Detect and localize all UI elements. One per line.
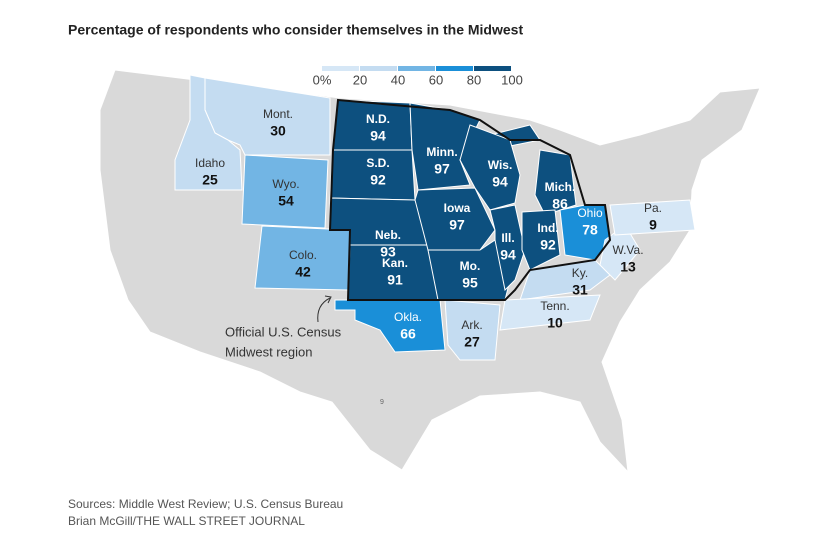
state-name: Minn. xyxy=(426,145,457,159)
state-value: 31 xyxy=(572,282,588,298)
map-mark: 9 xyxy=(380,399,384,406)
state-value: 97 xyxy=(434,161,450,177)
legend-tick-label: 60 xyxy=(429,72,443,87)
legend-swatch xyxy=(474,66,511,71)
state-name: Ark. xyxy=(461,318,482,332)
state xyxy=(241,154,329,229)
state-name: Pa. xyxy=(644,201,662,215)
legend-swatch xyxy=(436,66,473,71)
state-value: 42 xyxy=(295,264,311,280)
credit: Brian McGill/THE WALL STREET JOURNAL xyxy=(68,514,305,528)
state xyxy=(521,209,561,271)
legend-tick-label: 20 xyxy=(353,72,367,87)
state xyxy=(609,199,696,236)
state-name: Okla. xyxy=(394,310,422,324)
state-name: Idaho xyxy=(195,156,225,170)
state-value: 9 xyxy=(649,217,657,233)
state-value: 97 xyxy=(449,217,465,233)
state-value: 27 xyxy=(464,334,480,350)
state-name: Mich. xyxy=(545,180,576,194)
annotation: Midwest region xyxy=(225,344,312,359)
sources: Sources: Middle West Review; U.S. Census… xyxy=(68,497,343,511)
state-name: Ill. xyxy=(501,231,514,245)
title: Percentage of respondents who consider t… xyxy=(68,22,523,38)
state xyxy=(174,74,243,191)
state xyxy=(444,299,501,361)
state xyxy=(459,124,521,211)
state-value: 86 xyxy=(552,196,568,212)
state xyxy=(489,204,526,292)
legend: 0% 20 40 60 80 100 xyxy=(313,66,523,87)
state-value: 93 xyxy=(380,244,396,260)
state-value: 54 xyxy=(278,193,294,209)
state-name: Wyo. xyxy=(272,177,299,191)
state xyxy=(334,299,446,353)
state-name: Tenn. xyxy=(540,299,569,313)
state-name: Iowa xyxy=(444,201,471,215)
state-value: 92 xyxy=(370,172,386,188)
annotation-arrowhead xyxy=(324,295,332,304)
legend-tick-label: 0% xyxy=(313,72,332,87)
state xyxy=(499,294,601,331)
state-name: Wis. xyxy=(488,158,513,172)
legend-swatch xyxy=(398,66,435,71)
state-name: Kan. xyxy=(382,256,408,270)
state-name: Colo. xyxy=(289,248,317,262)
legend-tick-label: 40 xyxy=(391,72,405,87)
state-name: Mo. xyxy=(460,259,481,273)
state-name: Ohio xyxy=(577,206,603,220)
state-name: Ky. xyxy=(572,266,588,280)
state-value: 91 xyxy=(387,272,403,288)
midwest-outline xyxy=(328,98,612,301)
state-value: 95 xyxy=(462,275,478,291)
legend-swatch xyxy=(322,66,359,71)
annotation-arrow xyxy=(317,297,331,323)
state-value: 94 xyxy=(500,247,516,263)
legend-tick-label: 80 xyxy=(467,72,481,87)
state-name: Neb. xyxy=(375,228,401,242)
state-name: W.Va. xyxy=(612,243,643,257)
state-value: 94 xyxy=(492,174,508,190)
state-value: 94 xyxy=(370,128,386,144)
state-value: 92 xyxy=(540,237,556,253)
state-labels: Mont. 30 Idaho 25 Wyo. 54 Colo. 42 N.D. 94 S.D. 92 N… xyxy=(195,107,662,350)
state-name: S.D. xyxy=(366,156,389,170)
state-name: Ind. xyxy=(537,221,558,235)
state-value: 10 xyxy=(547,315,563,331)
legend-swatch xyxy=(360,66,397,71)
state-value: 30 xyxy=(270,123,286,139)
annotation: Official U.S. Census xyxy=(225,324,342,339)
state-value: 66 xyxy=(400,326,416,342)
legend-tick-label: 100 xyxy=(501,72,523,87)
state-name: N.D. xyxy=(366,112,390,126)
state-value: 78 xyxy=(582,222,598,238)
state-name: Mont. xyxy=(263,107,293,121)
state-value: 25 xyxy=(202,172,218,188)
state-value: 13 xyxy=(620,259,636,275)
